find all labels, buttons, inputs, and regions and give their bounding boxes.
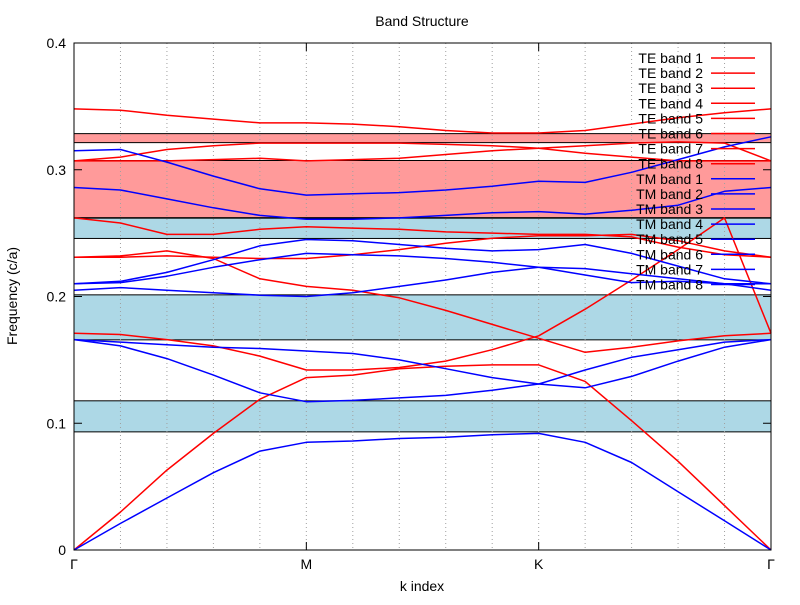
series-line-tm-band-5 — [73, 238, 772, 285]
x-axis-label: k index — [400, 578, 444, 594]
series-line-te-band-6 — [74, 141, 772, 162]
x-tick-label-3: Γ — [767, 556, 775, 572]
band-series — [73, 108, 772, 551]
series-line-te-band-7 — [73, 142, 771, 162]
series-line-te-band-8 — [73, 108, 772, 134]
series-line-tm-band-2 — [73, 338, 772, 403]
y-tick-label-1: 0.1 — [47, 415, 67, 431]
band-gaps — [73, 133, 772, 433]
series-line-te-band-1 — [73, 364, 772, 551]
series-line-tm-band-1 — [73, 432, 772, 551]
legend-label-5: TE band 5 — [638, 110, 703, 126]
legend-label-4: TE band 4 — [638, 95, 703, 111]
series-line-te-band-5 — [73, 217, 772, 258]
y-axis-label: Frequency (c/a) — [4, 247, 20, 345]
legend-label-12: TM band 4 — [636, 216, 703, 232]
legend-label-8: TE band 8 — [638, 156, 703, 172]
legend-label-11: TM band 3 — [636, 201, 703, 217]
x-tick-label-0: Γ — [70, 556, 78, 572]
y-tick-label-2: 0.2 — [47, 289, 67, 305]
series-line-tm-band-7 — [73, 186, 772, 220]
legend: TE band 1TE band 2TE band 3TE band 4TE b… — [636, 50, 755, 293]
x-tick-label-2: K — [534, 556, 544, 572]
chart-title: Band Structure — [375, 13, 469, 29]
legend-label-1: TE band 1 — [638, 50, 703, 66]
legend-label-3: TE band 3 — [638, 80, 703, 96]
legend-label-15: TM band 7 — [636, 261, 703, 277]
legend-label-7: TE band 7 — [638, 141, 703, 157]
series-line-tm-band-6 — [73, 252, 771, 285]
tm-band-gap-2 — [73, 294, 772, 341]
y-tick-label-4: 0.4 — [47, 35, 67, 51]
x-tick-label-1: M — [300, 556, 312, 572]
legend-label-10: TM band 2 — [636, 186, 703, 202]
legend-label-16: TM band 8 — [636, 277, 703, 293]
legend-label-2: TE band 2 — [638, 65, 703, 81]
grid-lines — [119, 43, 726, 550]
y-tick-label-3: 0.3 — [47, 162, 67, 178]
series-line-tm-band-4 — [73, 266, 772, 298]
legend-label-9: TM band 1 — [636, 171, 703, 187]
y-tick-label-0: 0 — [58, 542, 66, 558]
legend-label-14: TM band 6 — [636, 246, 703, 262]
tm-band-gap-1 — [73, 400, 772, 433]
series-line-tm-band-3 — [73, 338, 772, 389]
series-line-tm-band-8 — [73, 136, 772, 196]
axis-ticks: 0 0.1 0.2 0.3 0.4 Γ M K Γ — [47, 35, 776, 572]
legend-label-6: TE band 6 — [638, 126, 703, 142]
legend-label-13: TM band 5 — [636, 231, 703, 247]
series-line-te-band-3 — [73, 250, 772, 354]
